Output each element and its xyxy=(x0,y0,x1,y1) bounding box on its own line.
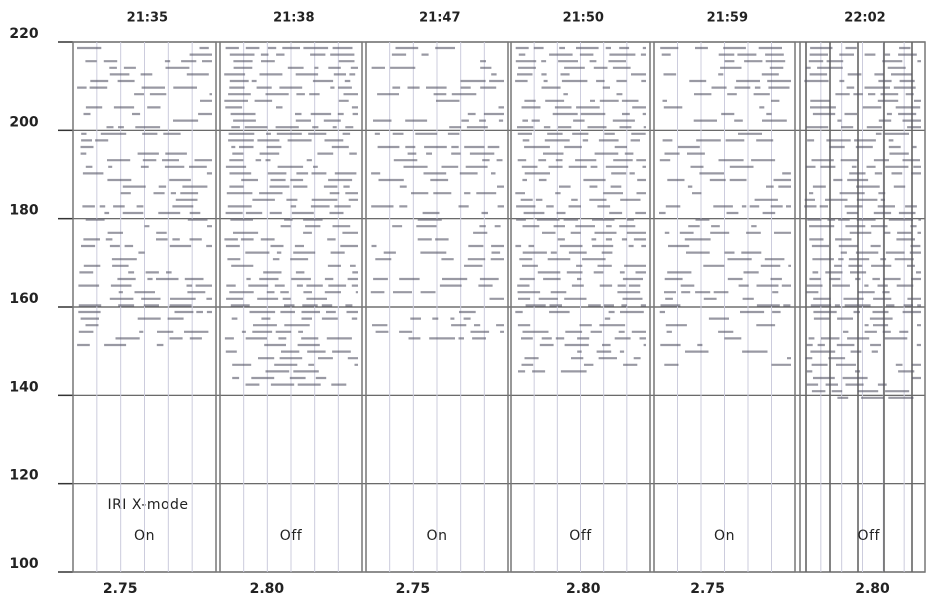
y-tick-label: 160 xyxy=(9,291,38,307)
y-tick-label: 100 xyxy=(9,556,38,572)
panel-title: 21:47 xyxy=(419,11,460,26)
panel-title: 21:38 xyxy=(273,11,314,26)
y-tick-label: 120 xyxy=(9,468,38,484)
y-tick-label: 180 xyxy=(9,203,38,219)
panel-title: 21:35 xyxy=(127,11,168,26)
y-tick-label: 200 xyxy=(9,114,38,130)
x-tick-label: 2.80 xyxy=(855,581,890,597)
x-tick-label: 2.75 xyxy=(690,581,725,597)
mode-label: Off xyxy=(280,528,303,544)
x-tick-label: 2.75 xyxy=(396,581,431,597)
mode-label: On xyxy=(134,528,155,544)
x-tick-label: 2.80 xyxy=(566,581,601,597)
panel-title: 21:50 xyxy=(563,11,604,26)
y-tick-label: 140 xyxy=(9,379,38,395)
mode-label: On xyxy=(714,528,735,544)
panel-title: 22:02 xyxy=(844,11,885,26)
x-tick-label: 2.80 xyxy=(250,581,285,597)
mode-label: Off xyxy=(858,528,881,544)
y-tick-label: 220 xyxy=(9,26,38,42)
annotation: IRI X-mode xyxy=(107,497,188,513)
x-tick-label: 2.75 xyxy=(103,581,138,597)
chart: IRI X-mode 100 120 140 160 180 200 220 21:35 On 2… xyxy=(0,0,929,602)
mode-label: On xyxy=(427,528,448,544)
panel-title: 21:59 xyxy=(707,11,748,26)
mode-label: Off xyxy=(569,528,592,544)
